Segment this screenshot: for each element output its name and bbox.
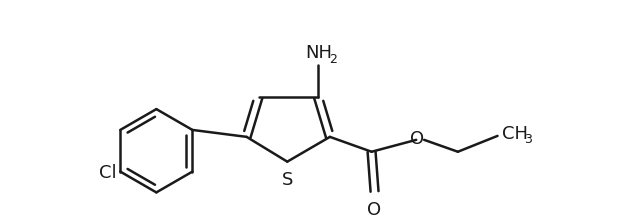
Text: S: S — [282, 171, 293, 189]
Text: CH: CH — [502, 125, 527, 143]
Text: 3: 3 — [524, 133, 532, 146]
Text: NH: NH — [305, 45, 333, 62]
Text: 2: 2 — [329, 54, 337, 67]
Text: O: O — [367, 201, 381, 219]
Text: Cl: Cl — [99, 164, 116, 182]
Text: O: O — [410, 130, 424, 148]
